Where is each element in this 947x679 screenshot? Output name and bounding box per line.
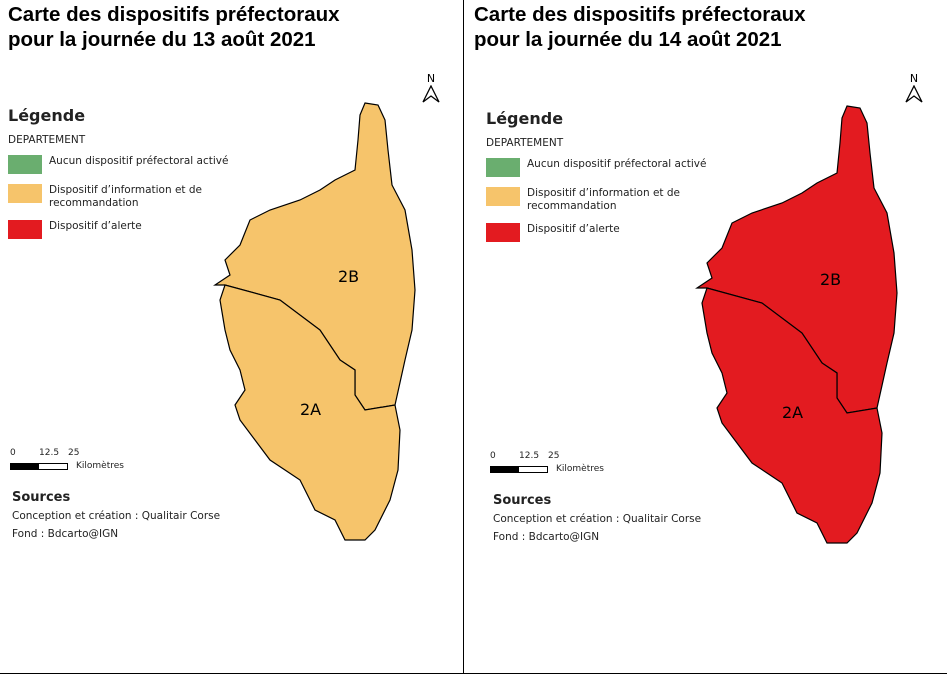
legend-item-info: Dispositif d’information et de recommand… (486, 187, 706, 213)
label-2B: 2B (338, 267, 359, 286)
map-panel-14-aout: Carte des dispositifs préfectoraux pour l… (463, 0, 947, 674)
north-arrow: N (421, 72, 441, 106)
swatch-red (486, 223, 520, 242)
legend-label: Dispositif d’alerte (527, 223, 620, 235)
scale-bar: 0 12.5 25 Kilomètres (490, 451, 604, 474)
map-panel-13-aout: Carte des dispositifs préfectoraux pour l… (0, 0, 464, 674)
legend-label: Dispositif d’alerte (49, 220, 142, 232)
legend: Légende DEPARTEMENT Aucun dispositif pré… (8, 106, 228, 249)
legend-item-none: Aucun dispositif préfectoral activé (8, 155, 228, 174)
swatch-red (8, 220, 42, 239)
legend-item-none: Aucun dispositif préfectoral activé (486, 158, 706, 177)
sources-line: Conception et création : Qualitair Corse (493, 513, 702, 525)
sources: Sources Conception et création : Qualita… (12, 489, 220, 543)
north-label: N (426, 72, 436, 85)
legend: Légende DEPARTEMENT Aucun dispositif pré… (486, 109, 706, 252)
swatch-green (486, 158, 520, 177)
label-2A: 2A (300, 400, 321, 419)
sources: Sources Conception et création : Qualita… (493, 492, 701, 546)
scale-tick: 25 (548, 451, 560, 461)
sources-line: Fond : Bdcarto@IGN (12, 528, 119, 540)
north-arrow-icon (905, 84, 923, 103)
legend-item-info: Dispositif d’information et de recommand… (8, 184, 228, 210)
north-arrow: N (904, 72, 924, 106)
label-2B: 2B (820, 270, 841, 289)
swatch-orange (486, 187, 520, 206)
department-2A (701, 287, 883, 544)
legend-item-alert: Dispositif d’alerte (8, 220, 228, 239)
swatch-green (8, 155, 42, 174)
corsica-map: 2B 2A (213, 102, 416, 541)
scale-unit: Kilomètres (556, 464, 604, 474)
scale-unit: Kilomètres (76, 461, 124, 471)
legend-subtitle: DEPARTEMENT (486, 137, 564, 149)
map-title: Carte des dispositifs préfectoraux pour l… (474, 3, 806, 51)
legend-subtitle: DEPARTEMENT (8, 134, 86, 146)
label-2A: 2A (782, 403, 803, 422)
scale-tick: 25 (68, 448, 80, 458)
north-label: N (909, 72, 919, 85)
sources-title: Sources (12, 490, 71, 505)
scale-tick: 12.5 (519, 451, 540, 461)
department-2A (219, 284, 401, 541)
sources-title: Sources (493, 493, 552, 508)
legend-title: Légende (486, 109, 564, 128)
legend-label: Dispositif d’information et de recommand… (527, 187, 680, 212)
map-title: Carte des dispositifs préfectoraux pour l… (8, 3, 340, 51)
scale-tick: 0 (10, 448, 16, 458)
legend-title: Légende (8, 106, 86, 125)
north-arrow-icon (422, 84, 440, 103)
scale-bar: 0 12.5 25 Kilomètres (10, 448, 124, 471)
legend-label: Aucun dispositif préfectoral activé (527, 158, 707, 170)
legend-item-alert: Dispositif d’alerte (486, 223, 706, 242)
corsica-map: 2B 2A (695, 105, 898, 544)
sources-line: Fond : Bdcarto@IGN (493, 531, 600, 543)
swatch-orange (8, 184, 42, 203)
legend-label: Dispositif d’information et de recommand… (49, 184, 202, 209)
legend-label: Aucun dispositif préfectoral activé (49, 155, 229, 167)
scale-tick: 0 (490, 451, 496, 461)
sources-line: Conception et création : Qualitair Corse (12, 510, 221, 522)
scale-tick: 12.5 (39, 448, 60, 458)
